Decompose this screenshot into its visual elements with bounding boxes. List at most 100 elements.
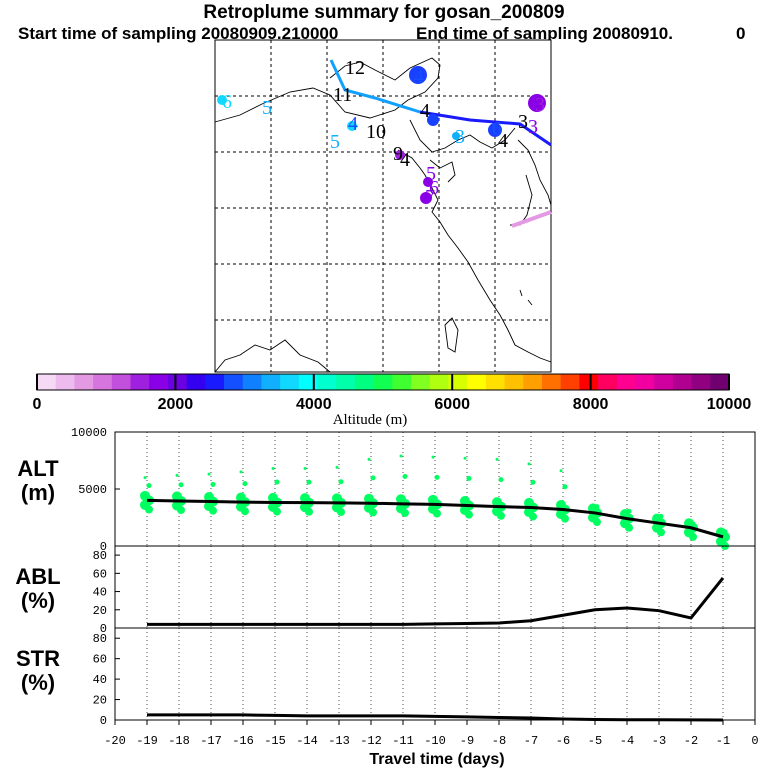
plot-frame bbox=[114, 627, 756, 721]
colorbar-swatch bbox=[485, 374, 506, 390]
scatter-point bbox=[463, 456, 467, 460]
colorbar-swatch bbox=[616, 374, 637, 390]
scatter-point bbox=[178, 482, 184, 488]
y-tick-label: 60 bbox=[93, 567, 107, 581]
colorbar-swatch bbox=[130, 374, 150, 390]
x-tick-label: -3 bbox=[652, 734, 666, 748]
colorbar-swatch bbox=[354, 374, 375, 390]
map-label: 4 bbox=[420, 100, 430, 122]
scatter-point bbox=[273, 507, 281, 516]
x-tick-label: -17 bbox=[200, 734, 222, 748]
scatter-point bbox=[431, 455, 435, 459]
x-tick-label: -2 bbox=[684, 734, 698, 748]
y-tick-label: 0 bbox=[100, 622, 107, 636]
colorbar-swatch bbox=[579, 374, 599, 390]
scatter-point bbox=[402, 473, 408, 479]
start-time-label: Start time of sampling 20080909.210000 bbox=[18, 24, 339, 43]
scatter-point bbox=[433, 509, 441, 518]
scatter-point bbox=[146, 483, 152, 489]
colorbar-swatch bbox=[467, 374, 487, 390]
y-tick-label: 80 bbox=[93, 549, 107, 563]
x-axis: -20 -19 -18 -17 -16 -15 -14 -13 -12 -11 -10 -9 -8 -7-… bbox=[104, 720, 759, 768]
map-label: 4 bbox=[348, 113, 358, 135]
y-axis-label: ALT bbox=[17, 456, 59, 481]
scatter-point bbox=[241, 507, 249, 516]
map-label: 3 bbox=[518, 111, 528, 133]
map-label: 11 bbox=[333, 84, 352, 106]
scatter-point bbox=[306, 479, 312, 485]
colorbar-swatch bbox=[74, 374, 94, 390]
scatter-point bbox=[242, 481, 248, 487]
colorbar-swatch bbox=[635, 374, 655, 390]
scatter-point bbox=[498, 477, 504, 483]
map-label: 6 bbox=[429, 177, 439, 199]
colorbar: 0 2000 4000 6000 8000 10000 Altitude (m) bbox=[33, 373, 752, 428]
map-label: 3 bbox=[535, 94, 545, 116]
series-line bbox=[147, 713, 724, 722]
colorbar-swatch bbox=[373, 374, 393, 390]
y-tick-label: 20 bbox=[93, 694, 107, 708]
colorbar-tick-label: 6000 bbox=[434, 396, 470, 413]
map-label: 4 bbox=[400, 149, 410, 171]
colorbar-tick-label: 10000 bbox=[707, 396, 752, 413]
colorbar-axis-label: Altitude (m) bbox=[333, 412, 408, 428]
scatter-point bbox=[367, 457, 371, 461]
chart-panel-1: 10000 5000 0 ALT(m) bbox=[17, 426, 756, 554]
colorbar-swatch bbox=[280, 374, 300, 390]
colorbar-swatch bbox=[93, 374, 113, 390]
y-tick-label: 20 bbox=[93, 604, 107, 618]
x-tick-label: -15 bbox=[264, 734, 286, 748]
scatter-point bbox=[143, 476, 147, 480]
scatter-point bbox=[209, 506, 217, 515]
scatter-point bbox=[562, 484, 568, 490]
end-time-label: End time of sampling 20080910. bbox=[416, 24, 673, 43]
scatter-point bbox=[274, 479, 280, 485]
trajectory-lines bbox=[329, 59, 552, 228]
colorbar-swatch bbox=[261, 374, 281, 390]
map-label: 4 bbox=[498, 130, 508, 152]
x-tick-label: -19 bbox=[136, 734, 158, 748]
map-label: 3 bbox=[455, 126, 465, 148]
map-label: 10 bbox=[366, 121, 386, 143]
x-tick-label: -7 bbox=[524, 734, 538, 748]
x-tick-label: -8 bbox=[492, 734, 506, 748]
colorbar-swatch bbox=[523, 374, 543, 390]
x-tick-label: -16 bbox=[232, 734, 254, 748]
scatter-point bbox=[337, 508, 345, 517]
scatter-point bbox=[369, 508, 377, 517]
scatter-point bbox=[689, 532, 697, 541]
y-tick-label: 80 bbox=[93, 632, 107, 646]
y-tick-label: 5000 bbox=[78, 483, 107, 497]
x-tick-label: -1 bbox=[716, 734, 730, 748]
colorbar-swatch bbox=[242, 374, 263, 390]
mean-altitude-line bbox=[146, 498, 724, 539]
scatter-point bbox=[175, 473, 179, 477]
scatter-point bbox=[399, 454, 403, 458]
map-label: 6 bbox=[492, 118, 502, 140]
map-label: 3 bbox=[528, 116, 538, 138]
scatter-point bbox=[335, 465, 339, 469]
colorbar-swatch bbox=[205, 374, 225, 390]
scatter-point bbox=[338, 479, 344, 485]
scatter-point bbox=[657, 528, 665, 537]
colorbar-swatch bbox=[541, 374, 562, 390]
scatter-point bbox=[434, 474, 440, 480]
scatter-point bbox=[466, 475, 472, 481]
colorbar-swatch bbox=[298, 374, 319, 390]
y-tick-label: 40 bbox=[93, 586, 107, 600]
scatter-point bbox=[561, 514, 569, 523]
colorbar-swatch bbox=[149, 374, 169, 390]
map-label: 7 bbox=[425, 186, 435, 208]
end-time-suffix: 0 bbox=[736, 24, 746, 43]
colorbar-swatch bbox=[560, 374, 580, 390]
x-axis-label: Travel time (days) bbox=[369, 751, 504, 768]
map-label: 5 bbox=[426, 163, 436, 185]
chart-title: Retroplume summary for gosan_200809 bbox=[203, 2, 565, 23]
x-tick-label: -13 bbox=[328, 734, 350, 748]
scatter-point bbox=[271, 466, 275, 470]
y-axis-unit: (%) bbox=[21, 588, 55, 613]
scatter-point bbox=[529, 512, 537, 521]
x-tick-label: -4 bbox=[620, 734, 634, 748]
